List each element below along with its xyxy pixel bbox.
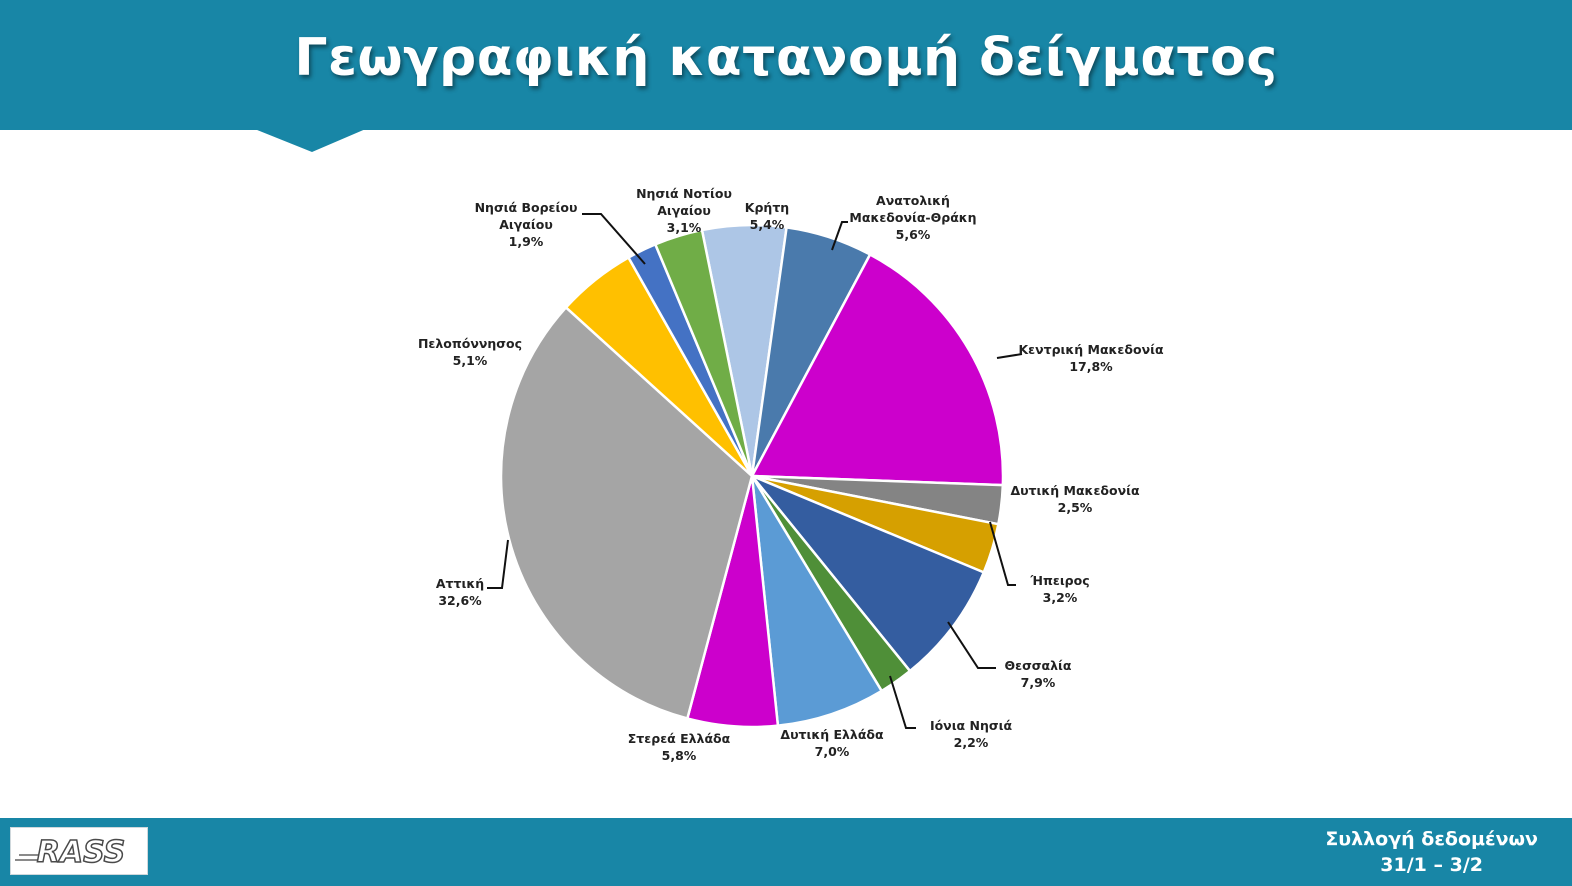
slice-value: 5,6% bbox=[896, 227, 931, 242]
slice-value: 2,2% bbox=[954, 735, 989, 750]
pie-slice bbox=[750, 253, 1005, 487]
slice-category: Θεσσαλία bbox=[1004, 658, 1071, 673]
pie-slice bbox=[750, 474, 883, 727]
slice-label: Δυτική Ελλάδα 7,0% bbox=[780, 727, 884, 759]
slice-label: Κρήτη 5,4% bbox=[745, 200, 789, 232]
leader-line bbox=[831, 221, 848, 251]
slice-label: Στερεά Ελλάδα 5,8% bbox=[628, 731, 731, 763]
rass-logo-mark: RASS bbox=[15, 834, 126, 871]
leader-line bbox=[487, 539, 509, 589]
leader-line bbox=[989, 521, 1016, 586]
slice-category: Μακεδονία-Θράκη bbox=[849, 210, 976, 225]
footer-bar: RASS Συλλογή δεδομένων 31/1 – 3/2 bbox=[0, 818, 1572, 886]
slice-label: Νησιά Βορείου Αιγαίου 1,9% bbox=[475, 200, 578, 249]
slice-value: 5,1% bbox=[453, 353, 488, 368]
slice-category: Δυτική Μακεδονία bbox=[1010, 483, 1140, 498]
slice-category: Νησιά Βορείου bbox=[475, 200, 578, 215]
info-line-1: Συλλογή δεδομένων bbox=[1325, 828, 1538, 850]
slice-category: Κεντρική Μακεδονία bbox=[1018, 342, 1164, 357]
pie-slices bbox=[499, 223, 1005, 729]
data-collection-info: Συλλογή δεδομένων 31/1 – 3/2 bbox=[1325, 826, 1538, 878]
slice-category: Αιγαίου bbox=[657, 203, 711, 218]
leader-line bbox=[582, 213, 646, 265]
slice-category: Ήπειρος bbox=[1029, 573, 1089, 588]
slice-category: Κρήτη bbox=[745, 200, 789, 215]
slice-category: Αττική bbox=[436, 576, 484, 591]
logo-text: RASS bbox=[37, 835, 125, 870]
title-banner bbox=[0, 0, 1572, 130]
pie-slice bbox=[750, 474, 986, 673]
slice-value: 3,1% bbox=[667, 220, 702, 235]
slice-label: Ιόνια Νησιά 2,2% bbox=[930, 718, 1013, 750]
slice-label: Αττική 32,6% bbox=[436, 576, 484, 608]
slice-value: 7,0% bbox=[815, 744, 850, 759]
leader-lines bbox=[487, 213, 1023, 729]
slice-label: Δυτική Μακεδονία 2,5% bbox=[1010, 483, 1140, 515]
slice-value: 32,6% bbox=[438, 593, 482, 608]
slice-value: 7,9% bbox=[1021, 675, 1056, 690]
slice-label: Ήπειρος 3,2% bbox=[1029, 573, 1089, 605]
rass-logo: RASS bbox=[10, 827, 148, 875]
slice-label: Θεσσαλία 7,9% bbox=[1004, 658, 1071, 690]
slice-label: Νησιά Νοτίου Αιγαίου 3,1% bbox=[636, 186, 732, 235]
pie-chart: Κρήτη 5,4% Ανατολική Μακεδονία-Θράκη 5,6% Κεν… bbox=[418, 186, 1164, 763]
slice-category: Νησιά Νοτίου bbox=[636, 186, 732, 201]
slice-category: Πελοπόννησος bbox=[418, 336, 522, 351]
leader-line bbox=[889, 675, 916, 729]
pie-slice bbox=[499, 306, 754, 720]
slice-category: Αιγαίου bbox=[499, 217, 553, 232]
slice-category: Ανατολική bbox=[876, 193, 950, 208]
slice-value: 5,8% bbox=[662, 748, 697, 763]
slice-label: Πελοπόννησος 5,1% bbox=[418, 336, 522, 368]
slice-category: Δυτική Ελλάδα bbox=[780, 727, 884, 742]
slice-label: Ανατολική Μακεδονία-Θράκη 5,6% bbox=[849, 193, 976, 242]
slice-labels: Κρήτη 5,4% Ανατολική Μακεδονία-Θράκη 5,6% Κεν… bbox=[418, 186, 1164, 763]
leader-line bbox=[996, 353, 1023, 359]
slice-value: 17,8% bbox=[1069, 359, 1113, 374]
slice-value: 1,9% bbox=[509, 234, 544, 249]
slice-value: 5,4% bbox=[750, 217, 785, 232]
slice-label: Κεντρική Μακεδονία 17,8% bbox=[1018, 342, 1164, 374]
banner-notch bbox=[252, 128, 368, 152]
slice-value: 3,2% bbox=[1043, 590, 1078, 605]
slice-value: 2,5% bbox=[1058, 500, 1093, 515]
leader-line bbox=[947, 621, 996, 669]
page-title: Γεωγραφική κατανομή δείγματος bbox=[294, 28, 1278, 88]
info-line-2: 31/1 – 3/2 bbox=[1380, 854, 1484, 876]
pie-slice bbox=[654, 228, 754, 478]
slice-category: Ιόνια Νησιά bbox=[930, 718, 1013, 733]
slice-category: Στερεά Ελλάδα bbox=[628, 731, 731, 746]
